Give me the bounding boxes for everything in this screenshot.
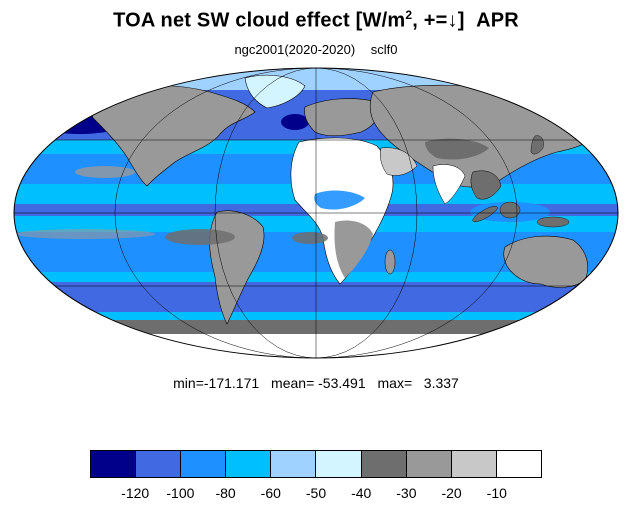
summary-statistics: min=-171.171 mean= -53.491 max= 3.337 (0, 375, 632, 391)
case-name: ngc2001(2020-2020) (234, 42, 356, 57)
colorbar-box-3 (226, 451, 272, 477)
plot-subtitle: ngc2001(2020-2020) sclf0 (0, 42, 632, 57)
central-africa-cloud (314, 190, 365, 210)
title-unit-suffix: , +=↓] (412, 9, 465, 32)
europe (304, 98, 380, 137)
max-value: max= 3.337 (377, 375, 459, 391)
colorbar-label: -80 (215, 485, 236, 501)
colorbar-box-9 (496, 451, 541, 477)
title-superscript: 2 (405, 8, 413, 22)
colorbar-label: -20 (441, 485, 462, 501)
title-text: TOA net SW cloud effect [W/m (113, 9, 406, 32)
mean-value: mean= -53.491 (271, 375, 366, 391)
colorbar-label: -40 (351, 485, 372, 501)
south-pacific-grey-band (15, 229, 155, 239)
new-guinea (536, 216, 570, 228)
india (432, 164, 466, 205)
colorbar-label: -120 (121, 485, 150, 501)
world-map (13, 67, 619, 359)
colorbar-label: -50 (305, 485, 327, 501)
california-stratocumulus (75, 166, 135, 178)
colorbar-label: -100 (166, 485, 195, 501)
colorbar-box-5 (316, 451, 362, 477)
namibia-stratocumulus (292, 232, 328, 244)
arabian-peninsula (380, 147, 418, 176)
min-value: min=-171.171 (173, 375, 260, 391)
colorbar-box-8 (451, 451, 497, 477)
variable-name: sclf0 (370, 42, 398, 57)
colorbar-labels: -120 -100 -80 -60 -50 -40 -30 -20 -10 (90, 485, 542, 503)
north-america (90, 84, 256, 187)
colorbar-box-1 (136, 451, 182, 477)
north-atlantic-cloud-patch (281, 114, 309, 130)
sumatra (472, 205, 498, 223)
colorbar-label: -10 (486, 485, 507, 501)
graticule (14, 68, 618, 358)
plot-title: TOA net SW cloud effect [W/m2, +=↓] APR (0, 8, 632, 33)
colorbar-box-2 (181, 451, 227, 477)
colorbar-box-4 (271, 451, 317, 477)
map-border (13, 67, 619, 359)
colorbar-box-0 (91, 451, 137, 477)
tibet-plateau-dark (425, 138, 489, 160)
peru-stratocumulus (165, 229, 235, 245)
colorbar-box-7 (406, 451, 452, 477)
southeast-asia (470, 170, 502, 200)
colorbar (90, 450, 542, 478)
australia (503, 235, 588, 288)
title-month: APR (476, 9, 519, 32)
new-zealand (596, 288, 606, 308)
borneo (499, 201, 521, 219)
southern-africa-vegetation (334, 220, 373, 278)
colorbar-box-6 (361, 451, 407, 477)
greenland (244, 74, 306, 109)
madagascar (384, 249, 396, 275)
colorbar-label: -30 (396, 485, 417, 501)
colorbar-label: -60 (260, 485, 281, 501)
